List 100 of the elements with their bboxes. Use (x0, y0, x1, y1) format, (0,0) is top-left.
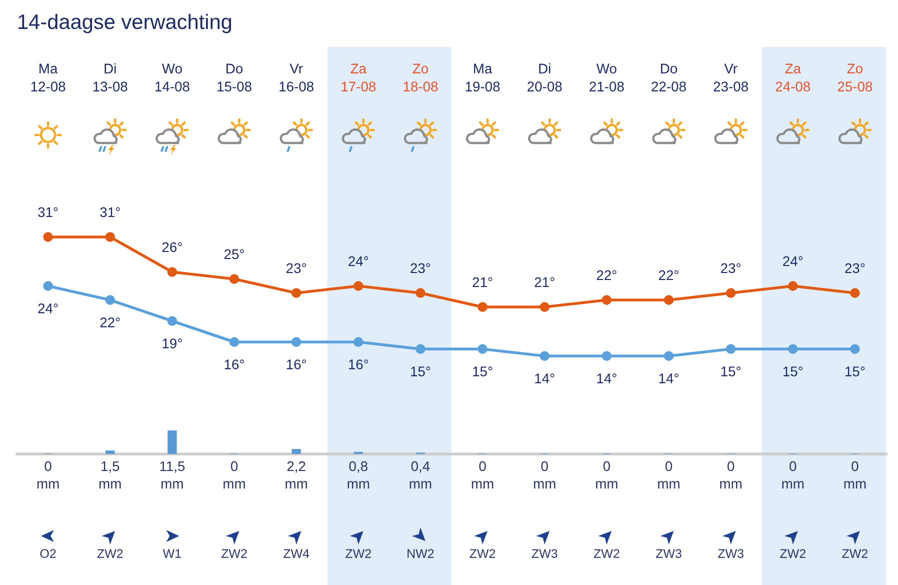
data-label: 15° (846, 366, 865, 376)
data-label: 0 mm (720, 461, 742, 488)
data-label: 0 mm (37, 461, 59, 488)
data-label: 31° (38, 207, 58, 218)
point (540, 302, 550, 312)
category-label: ZW2 (221, 549, 247, 558)
point (105, 232, 115, 242)
point (354, 281, 364, 291)
data-label: 22° (658, 270, 678, 280)
x-tick-label: Vr 16-08 (280, 64, 314, 92)
data-label: 24° (348, 256, 368, 266)
x-tick-label: Wo 21-08 (590, 64, 624, 92)
category-label: ZW2 (842, 549, 868, 558)
data-label: 0 mm (224, 461, 245, 488)
data-label: 16° (348, 360, 368, 370)
category-label: ZW3 (532, 549, 558, 558)
data-label: 11,5 mm (160, 461, 185, 488)
data-label: 16° (286, 360, 306, 370)
data-label: 15° (783, 366, 803, 376)
data-label: 25° (224, 249, 244, 260)
x-tick-label: Wo 14-08 (155, 64, 190, 92)
data-label: 19° (162, 338, 182, 348)
point (726, 288, 736, 298)
point (850, 344, 860, 354)
point (602, 295, 612, 305)
x-tick-label: Za 17-08 (342, 64, 376, 92)
data-label: 14° (659, 374, 678, 384)
point (43, 281, 53, 291)
data-label: 23° (410, 263, 430, 274)
point (354, 337, 364, 347)
point (229, 274, 240, 284)
category-label: ZW2 (470, 549, 496, 558)
data-label: 15° (721, 366, 740, 376)
category-label: ZW2 (346, 549, 371, 558)
point (726, 344, 736, 354)
chart-title: 14-daagse verwachting (18, 14, 232, 34)
point (105, 295, 115, 305)
point (478, 302, 488, 312)
point (850, 288, 860, 298)
data-label: 31° (100, 207, 120, 218)
point (229, 337, 240, 347)
data-label: 15° (473, 366, 492, 376)
x-tick-label: Zo 25-08 (838, 64, 872, 92)
data-label: 0 mm (782, 461, 804, 488)
data-label: 24° (783, 256, 803, 266)
bar (168, 430, 177, 454)
x-tick-label: Di 20-08 (528, 63, 562, 92)
point (540, 351, 550, 361)
data-label: 0 mm (844, 461, 866, 488)
point (788, 281, 798, 291)
data-label: 0 mm (658, 461, 680, 488)
data-label: 21° (472, 277, 492, 287)
point (43, 232, 53, 242)
x-tick-label: Zo 18-08 (404, 64, 438, 92)
category-label: O2 (40, 549, 56, 558)
category-label: ZW3 (656, 549, 682, 558)
data-label: 0,8 mm (348, 461, 370, 488)
category-label: ZW4 (284, 549, 310, 558)
data-label: 16° (224, 360, 244, 370)
x-tick-label: Do 22-08 (652, 64, 686, 92)
category-label: NW2 (408, 549, 434, 558)
category-label: ZW2 (97, 549, 123, 558)
data-label: 14° (597, 374, 616, 384)
data-label: 14° (535, 374, 554, 384)
category-label: W1 (162, 549, 181, 558)
data-label: 26° (162, 242, 182, 252)
bar (106, 450, 115, 454)
data-label: 22° (100, 318, 120, 328)
x-tick-label: Za 24-08 (776, 64, 810, 92)
data-label: 0 mm (596, 461, 618, 488)
category-label: ZW2 (780, 549, 806, 558)
data-label: 23° (721, 263, 740, 274)
data-label: 2,2 mm (286, 461, 307, 488)
data-label: 0 mm (472, 461, 494, 488)
data-label: 22° (596, 270, 616, 280)
data-label: 15° (411, 366, 430, 376)
point (664, 295, 674, 305)
bar (292, 449, 301, 454)
category-label: ZW3 (718, 549, 744, 558)
x-tick-label: Vr 23-08 (714, 64, 748, 92)
data-label: 24° (38, 304, 58, 314)
x-tick-label: Di 13-08 (93, 63, 128, 92)
data-label: 23° (286, 263, 306, 274)
x-tick-label: Ma 19-08 (466, 64, 500, 92)
point (416, 344, 426, 354)
point (788, 344, 798, 354)
point (167, 316, 178, 326)
category-label: ZW2 (594, 549, 620, 558)
data-label: 0,4 mm (410, 461, 432, 488)
data-label: 0 mm (534, 461, 556, 488)
data-label: 1,5 mm (99, 461, 121, 488)
point (291, 288, 302, 298)
point (664, 351, 674, 361)
data-label: 21° (534, 277, 554, 287)
point (416, 288, 426, 298)
data-label: 23° (845, 263, 865, 274)
point (291, 337, 302, 347)
x-tick-label: Ma 12-08 (31, 64, 66, 92)
point (478, 344, 488, 354)
point (167, 267, 178, 277)
